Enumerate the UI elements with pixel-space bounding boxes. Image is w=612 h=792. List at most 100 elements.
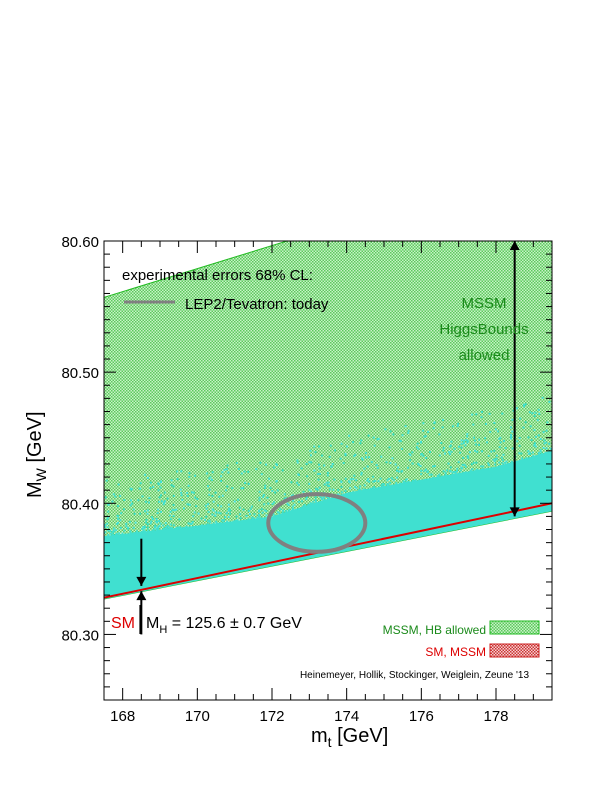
cyan-speckle xyxy=(402,480,405,483)
cyan-speckle xyxy=(519,417,522,420)
cyan-speckle xyxy=(409,459,412,462)
lep2-tevatron-ellipse xyxy=(266,492,368,554)
cyan-speckle xyxy=(442,446,445,449)
cyan-speckle xyxy=(474,449,477,452)
cyan-speckle xyxy=(312,500,315,503)
cyan-speckle xyxy=(347,492,350,495)
cyan-speckle xyxy=(495,458,498,461)
cyan-speckle xyxy=(383,486,386,488)
cyan-speckle xyxy=(245,515,248,517)
cyan-speckle xyxy=(297,483,300,486)
cyan-speckle xyxy=(316,488,319,491)
cyan-speckle xyxy=(144,525,146,528)
cyan-speckle xyxy=(422,429,425,432)
cyan-speckle xyxy=(524,421,527,424)
cyan-speckle xyxy=(277,511,280,514)
cyan-speckle xyxy=(384,428,387,431)
cyan-speckle xyxy=(180,491,183,494)
cyan-speckle xyxy=(164,522,167,525)
cyan-speckle xyxy=(233,500,236,503)
cyan-speckle xyxy=(150,520,153,523)
cyan-speckle xyxy=(123,499,126,501)
cyan-speckle xyxy=(215,522,218,525)
cyan-speckle xyxy=(179,488,182,491)
cyan-speckle xyxy=(142,529,145,532)
cyan-speckle xyxy=(217,511,220,514)
cyan-speckle xyxy=(549,447,552,450)
cyan-speckle xyxy=(466,441,469,444)
cyan-speckle xyxy=(222,522,225,525)
cyan-speckle xyxy=(373,486,376,489)
cyan-speckle xyxy=(106,518,109,521)
cyan-speckle xyxy=(465,439,468,441)
cyan-speckle xyxy=(499,436,502,439)
cyan-speckle xyxy=(460,439,463,442)
cyan-speckle xyxy=(401,470,404,473)
y-axis-ticks: 80.30 80.40 80.50 80.60 xyxy=(61,234,552,701)
cyan-speckle xyxy=(416,442,419,445)
cyan-speckle xyxy=(507,463,510,465)
cyan-speckle xyxy=(107,510,110,513)
cyan-speckle xyxy=(498,465,501,468)
cyan-speckle xyxy=(525,457,528,460)
cyan-speckle xyxy=(448,469,451,472)
cyan-speckle xyxy=(303,504,306,506)
cyan-speckle xyxy=(466,455,469,458)
cyan-speckle xyxy=(352,491,355,494)
arrow-head xyxy=(509,241,520,250)
cyan-speckle xyxy=(501,462,504,465)
cyan-speckle xyxy=(148,497,151,499)
cyan-speckle xyxy=(300,467,303,470)
cyan-speckle xyxy=(155,520,158,523)
cyan-speckle xyxy=(392,479,395,482)
cyan-speckle xyxy=(205,472,208,475)
cyan-speckle xyxy=(363,484,366,487)
legend-title: experimental errors 68% CL: xyxy=(122,267,313,284)
cyan-speckle xyxy=(292,499,295,502)
cyan-speckle xyxy=(319,473,321,475)
cyan-speckle xyxy=(191,491,193,494)
cyan-speckle xyxy=(159,486,162,489)
cyan-speckle xyxy=(261,511,264,514)
cyan-speckle xyxy=(361,457,363,460)
cyan-speckle xyxy=(165,526,168,529)
cyan-speckle xyxy=(218,495,221,498)
cyan-speckle xyxy=(169,523,172,526)
cyan-speckle xyxy=(396,476,399,479)
cyan-speckle xyxy=(330,465,333,468)
cyan-speckle xyxy=(236,519,239,521)
cyan-speckle xyxy=(354,485,357,488)
cyan-speckle xyxy=(444,452,446,455)
cyan-speckle xyxy=(325,481,328,484)
cyan-speckle xyxy=(207,510,210,513)
cyan-speckle xyxy=(225,512,228,515)
cyan-speckle xyxy=(358,489,361,492)
cyan-speckle xyxy=(195,505,198,508)
cyan-speckle xyxy=(308,488,311,491)
cyan-speckle xyxy=(472,461,475,464)
cyan-speckle xyxy=(112,493,115,496)
cyan-speckle xyxy=(268,477,271,480)
cyan-speckle xyxy=(160,494,162,497)
cyan-speckle xyxy=(112,533,114,536)
cyan-speckle xyxy=(454,471,457,473)
cyan-speckle xyxy=(413,480,416,483)
cyan-speckle xyxy=(152,485,155,488)
cyan-speckle xyxy=(146,509,149,512)
cyan-speckle xyxy=(276,464,278,466)
cyan-speckle xyxy=(313,445,316,448)
cyan-speckle xyxy=(518,452,521,455)
cyan-speckle xyxy=(208,519,211,522)
cyan-speckle xyxy=(185,525,188,528)
cyan-speckle xyxy=(164,500,166,503)
cyan-speckle xyxy=(171,528,174,531)
cyan-speckle xyxy=(153,526,156,529)
cyan-speckle xyxy=(243,470,246,473)
cyan-speckle xyxy=(326,474,329,477)
cyan-speckle xyxy=(396,469,398,472)
cyan-speckle xyxy=(276,489,279,492)
cyan-speckle xyxy=(215,520,218,523)
x-tick-label: 176 xyxy=(409,708,434,725)
cyan-speckle xyxy=(474,439,477,442)
cyan-speckle xyxy=(187,522,190,525)
